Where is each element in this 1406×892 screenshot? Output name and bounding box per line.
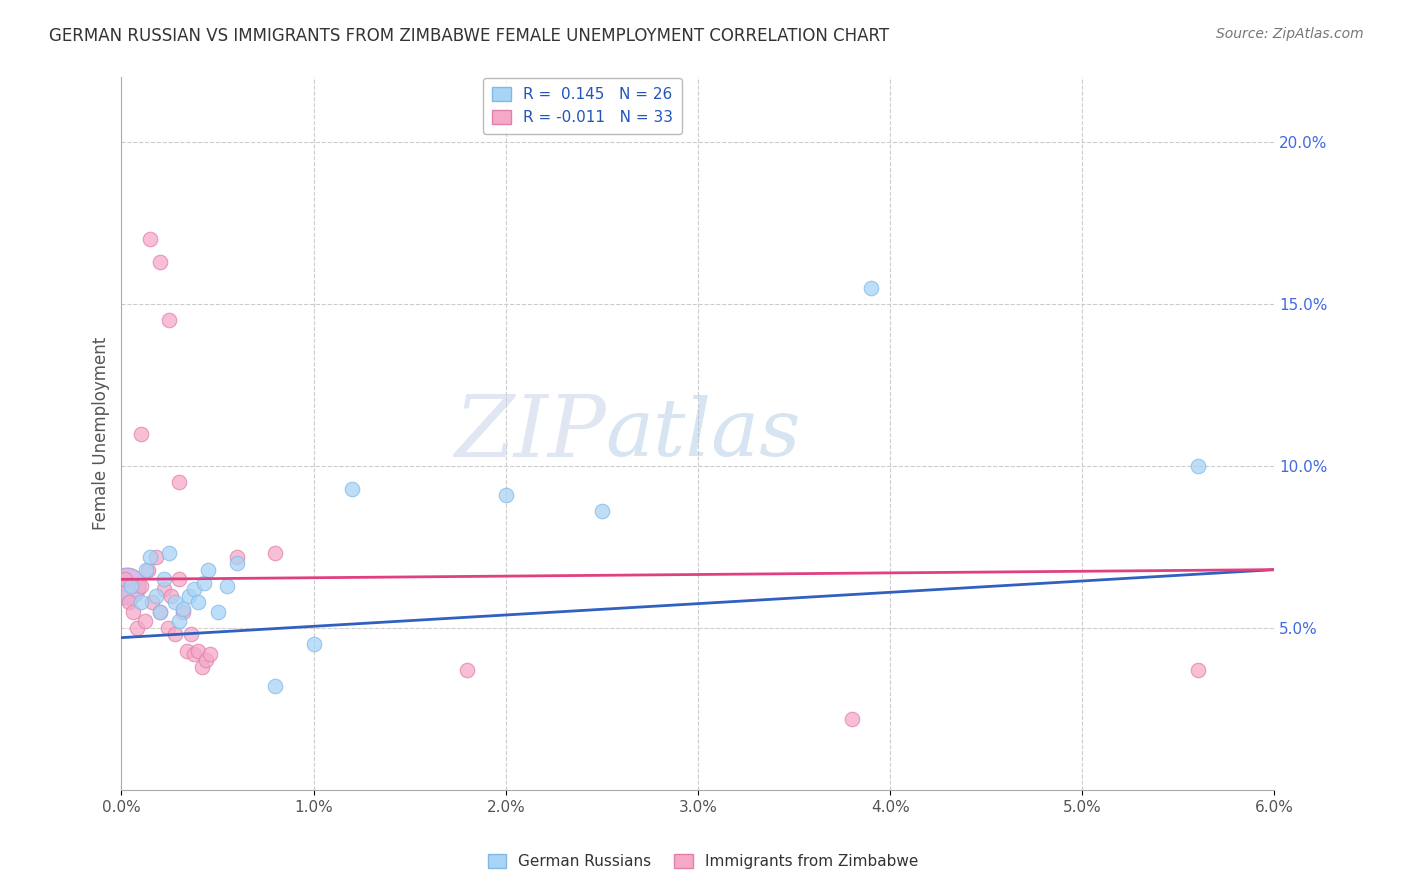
Point bbox=[135, 563, 157, 577]
Point bbox=[495, 488, 517, 502]
Point bbox=[152, 582, 174, 596]
Point bbox=[167, 615, 190, 629]
Y-axis label: Female Unemployment: Female Unemployment bbox=[93, 337, 110, 530]
Point bbox=[264, 546, 287, 560]
Point bbox=[115, 579, 138, 593]
Point bbox=[191, 660, 214, 674]
Point bbox=[118, 595, 141, 609]
Point bbox=[456, 663, 478, 677]
Point bbox=[138, 563, 160, 577]
Point bbox=[139, 549, 162, 564]
Legend: R =  0.145   N = 26, R = -0.011   N = 33: R = 0.145 N = 26, R = -0.011 N = 33 bbox=[484, 78, 682, 134]
Point bbox=[152, 573, 174, 587]
Point bbox=[149, 605, 172, 619]
Point bbox=[159, 313, 181, 327]
Point bbox=[139, 232, 162, 246]
Point bbox=[1187, 458, 1209, 473]
Point bbox=[195, 653, 218, 667]
Point bbox=[264, 679, 287, 693]
Point bbox=[134, 615, 156, 629]
Point bbox=[129, 426, 152, 441]
Text: atlas: atlas bbox=[606, 395, 801, 473]
Point bbox=[120, 579, 142, 593]
Point bbox=[176, 643, 198, 657]
Point bbox=[160, 589, 183, 603]
Point bbox=[125, 621, 148, 635]
Point bbox=[198, 647, 221, 661]
Point bbox=[187, 643, 209, 657]
Point bbox=[177, 589, 200, 603]
Point bbox=[129, 595, 152, 609]
Point bbox=[591, 504, 613, 518]
Point bbox=[156, 621, 179, 635]
Point bbox=[114, 573, 136, 587]
Point bbox=[167, 573, 190, 587]
Point bbox=[145, 549, 167, 564]
Point bbox=[217, 579, 239, 593]
Point bbox=[340, 482, 363, 496]
Point bbox=[183, 647, 205, 661]
Point bbox=[172, 601, 194, 615]
Point bbox=[183, 582, 205, 596]
Point bbox=[141, 595, 163, 609]
Point bbox=[165, 627, 187, 641]
Legend: German Russians, Immigrants from Zimbabwe: German Russians, Immigrants from Zimbabw… bbox=[482, 848, 924, 875]
Point bbox=[149, 255, 172, 269]
Point bbox=[145, 589, 167, 603]
Point bbox=[187, 595, 209, 609]
Point bbox=[859, 281, 882, 295]
Point bbox=[1187, 663, 1209, 677]
Text: GERMAN RUSSIAN VS IMMIGRANTS FROM ZIMBABWE FEMALE UNEMPLOYMENT CORRELATION CHART: GERMAN RUSSIAN VS IMMIGRANTS FROM ZIMBAB… bbox=[49, 27, 890, 45]
Point bbox=[225, 556, 247, 570]
Point bbox=[129, 579, 152, 593]
Point bbox=[225, 549, 247, 564]
Point bbox=[167, 475, 190, 490]
Point bbox=[193, 575, 215, 590]
Point bbox=[302, 637, 325, 651]
Text: Source: ZipAtlas.com: Source: ZipAtlas.com bbox=[1216, 27, 1364, 41]
Point bbox=[159, 546, 181, 560]
Point bbox=[165, 595, 187, 609]
Point bbox=[172, 605, 194, 619]
Point bbox=[180, 627, 202, 641]
Point bbox=[149, 605, 172, 619]
Point bbox=[207, 605, 229, 619]
Point bbox=[841, 712, 863, 726]
Point bbox=[197, 563, 219, 577]
Text: ZIP: ZIP bbox=[454, 392, 606, 475]
Point bbox=[122, 605, 145, 619]
